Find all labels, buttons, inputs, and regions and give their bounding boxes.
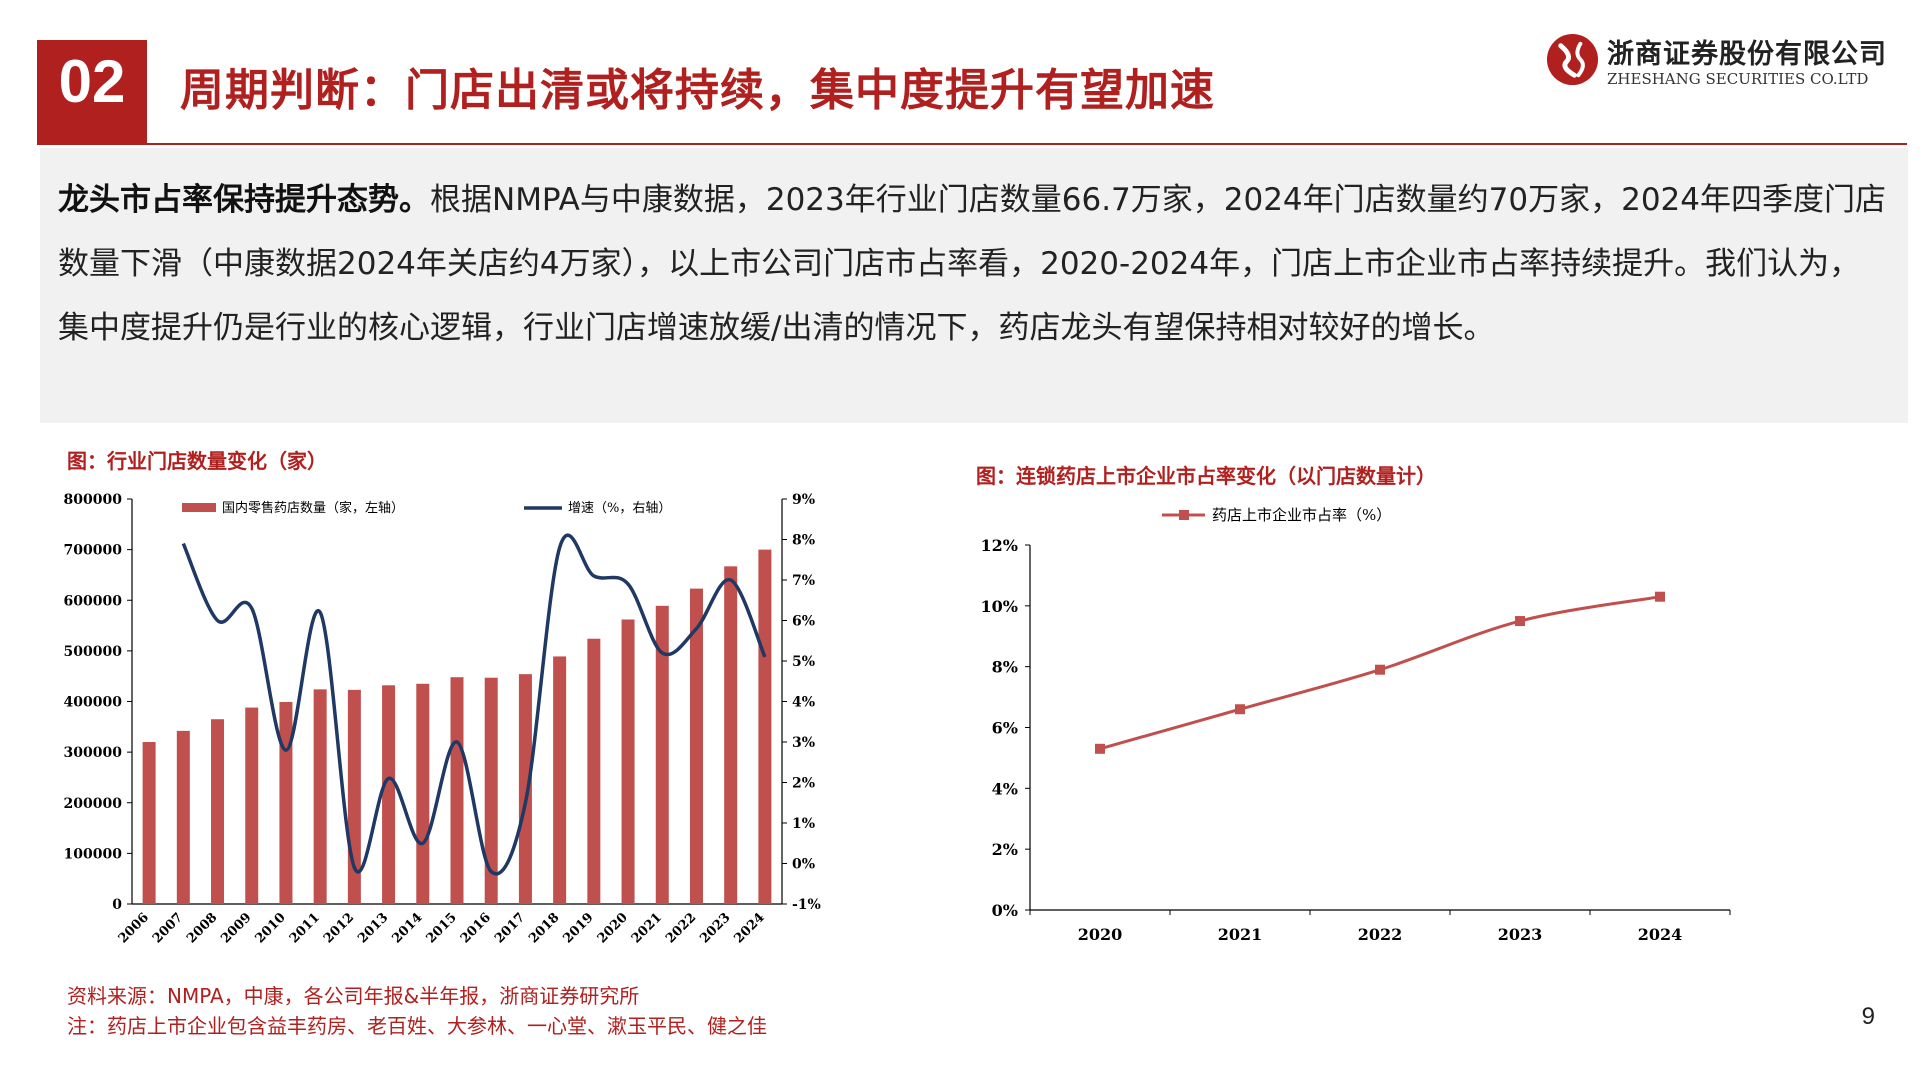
x-tick-label: 2024 [732, 910, 768, 946]
bar [450, 677, 464, 904]
bar [518, 674, 532, 904]
right-tick-label: 8% [792, 533, 815, 549]
bar [689, 588, 703, 904]
y-tick-label: 4% [992, 779, 1018, 798]
legend-bar-swatch [182, 503, 216, 512]
x-tick-label: 2008 [184, 910, 220, 946]
right-tick-label: -1% [792, 897, 821, 913]
right-tick-label: 7% [792, 573, 815, 589]
summary-body: 根据NMPA与中康数据，2023年行业门店数量66.7万家，2024年门店数量约… [58, 182, 1886, 346]
x-tick-label: 2023 [697, 910, 733, 946]
section-number: 02 [58, 48, 126, 115]
right-tick-label: 3% [792, 735, 815, 751]
right-tick-label: 2% [792, 776, 815, 792]
x-tick-label: 2021 [629, 910, 665, 946]
bar [313, 689, 327, 904]
bar [724, 566, 738, 904]
x-tick-label: 2023 [1498, 925, 1543, 944]
bar [382, 685, 396, 904]
x-tick-label: 2017 [492, 910, 528, 946]
summary-box: 龙头市占率保持提升态势。根据NMPA与中康数据，2023年行业门店数量66.7万… [40, 148, 1908, 423]
bar [655, 605, 669, 904]
left-tick-label: 200000 [64, 796, 123, 812]
x-tick-label: 2020 [595, 910, 631, 946]
right-tick-label: 0% [792, 857, 815, 873]
x-tick-label: 2018 [526, 910, 562, 946]
market-share-chart: 0% 2% 4% 6% 8% 10% 12% 2020 2021 2022 2023 2024 药店上市… [981, 506, 1731, 944]
x-tick-label: 2022 [663, 910, 699, 946]
right-tick-label: 4% [792, 695, 815, 711]
bar [621, 619, 635, 904]
left-tick-label: 300000 [64, 745, 123, 761]
x-tick-label: 2015 [424, 910, 460, 946]
summary-lead: 龙头市占率保持提升态势。 [58, 182, 430, 218]
x-tick-label: 2014 [389, 910, 425, 946]
x-tick-label: 2020 [1078, 925, 1123, 944]
legend-bar-label: 国内零售药店数量（家，左轴） [222, 500, 404, 516]
share-point [1375, 664, 1385, 675]
page-number: 9 [1861, 1003, 1875, 1030]
company-name-en: ZHESHANG SECURITIES CO.LTD [1607, 70, 1869, 88]
y-tick-label: 8% [992, 658, 1018, 677]
bar [211, 719, 225, 904]
bar [484, 677, 498, 904]
x-tick-label: 2022 [1358, 925, 1403, 944]
x-tick-label: 2013 [355, 910, 391, 946]
left-tick-label: 100000 [64, 846, 123, 862]
x-tick-label: 2006 [116, 910, 152, 946]
x-tick-label: 2012 [321, 910, 357, 946]
source-note: 资料来源：NMPA，中康，各公司年报&半年报，浙商证券研究所 [67, 984, 640, 1008]
chart1-title: 图：行业门店数量变化（家） [67, 449, 327, 473]
left-tick-label: 700000 [64, 543, 123, 559]
right-tick-label: 1% [792, 816, 815, 832]
x-tick-label: 2019 [560, 910, 596, 946]
x-tick-label: 2007 [150, 910, 186, 946]
y-tick-label: 12% [981, 536, 1018, 555]
company-name-cn: 浙商证券股份有限公司 [1607, 39, 1887, 70]
x-tick-label: 2011 [287, 910, 323, 946]
store-count-chart: 0 100000 200000 300000 400000 500000 600000 700… [64, 492, 821, 946]
share-point [1095, 743, 1105, 754]
x-tick-label: 2021 [1218, 925, 1263, 944]
share-point [1235, 704, 1245, 715]
left-tick-label: 500000 [64, 644, 123, 660]
right-tick-label: 9% [792, 492, 815, 508]
right-tick-label: 6% [792, 614, 815, 630]
left-tick-label: 800000 [64, 492, 123, 508]
y-tick-label: 6% [992, 719, 1018, 738]
legend-line-label: 增速（%，右轴） [568, 501, 671, 516]
zheshang-logo-icon [1546, 33, 1599, 86]
chart2-title: 图：连锁药店上市企业市占率变化（以门店数量计） [976, 464, 1436, 488]
bar [587, 638, 601, 904]
legend-marker [1179, 510, 1189, 520]
bar [142, 742, 156, 904]
y-tick-label: 0% [992, 901, 1018, 920]
bar [758, 549, 772, 904]
growth-line [181, 533, 767, 876]
bar [416, 683, 430, 904]
header-divider [37, 143, 1907, 145]
x-tick-label: 2016 [458, 910, 494, 946]
share-point [1655, 591, 1665, 602]
x-tick-label: 2024 [1638, 925, 1683, 944]
y-tick-label: 10% [981, 597, 1018, 616]
x-tick-label: 2010 [253, 910, 289, 946]
section-number-block [37, 40, 147, 144]
bar [279, 702, 293, 904]
y-tick-label: 2% [992, 840, 1018, 859]
members-note: 注：药店上市企业包含益丰药房、老百姓、大参林、一心堂、漱玉平民、健之佳 [67, 1014, 767, 1038]
bar [553, 656, 567, 904]
page-title: 周期判断：门店出清或将持续，集中度提升有望加速 [180, 65, 1215, 116]
share-point [1515, 616, 1525, 627]
left-tick-label: 0 [112, 897, 122, 913]
left-tick-label: 600000 [64, 593, 123, 609]
legend-label: 药店上市企业市占率（%） [1212, 506, 1391, 524]
right-tick-label: 5% [792, 654, 815, 670]
left-tick-label: 400000 [64, 695, 123, 711]
bar [176, 730, 190, 904]
bar [245, 707, 259, 904]
x-tick-label: 2009 [218, 910, 254, 946]
